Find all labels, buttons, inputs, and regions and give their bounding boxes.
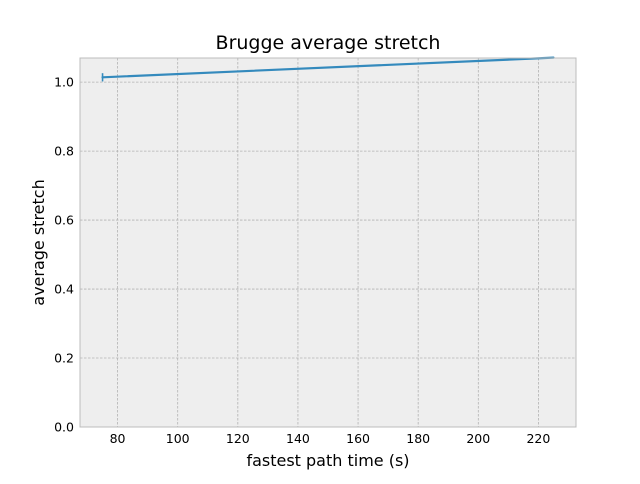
y-tick-label: 1.0	[54, 75, 74, 90]
x-axis-label: fastest path time (s)	[246, 451, 409, 470]
x-tick-label: 200	[466, 431, 490, 446]
y-tick-labels: 0.0 0.2 0.4 0.6 0.8 1.0	[54, 75, 74, 435]
series-line	[101, 56, 555, 79]
data-series	[101, 56, 555, 82]
chart-title: Brugge average stretch	[216, 32, 441, 54]
y-tick-label: 0.2	[54, 351, 74, 366]
x-tick-labels: 80 100 120 140 160 180 200 220	[110, 431, 551, 446]
y-tick-label: 0.4	[54, 282, 74, 297]
x-tick-label: 220	[526, 431, 550, 446]
plot-frame	[79, 57, 577, 428]
x-tick-label: 180	[406, 431, 430, 446]
y-axis-label: average stretch	[29, 179, 48, 305]
y-tick-label: 0.6	[54, 213, 74, 228]
x-tick-label: 140	[286, 431, 310, 446]
x-tick-label: 100	[166, 431, 190, 446]
x-tick-label: 120	[226, 431, 250, 446]
x-tick-label: 160	[346, 431, 370, 446]
x-tick-label: 80	[110, 431, 126, 446]
y-tick-label: 0.0	[54, 420, 74, 435]
y-tick-label: 0.8	[54, 144, 74, 159]
plot-area	[80, 58, 576, 427]
